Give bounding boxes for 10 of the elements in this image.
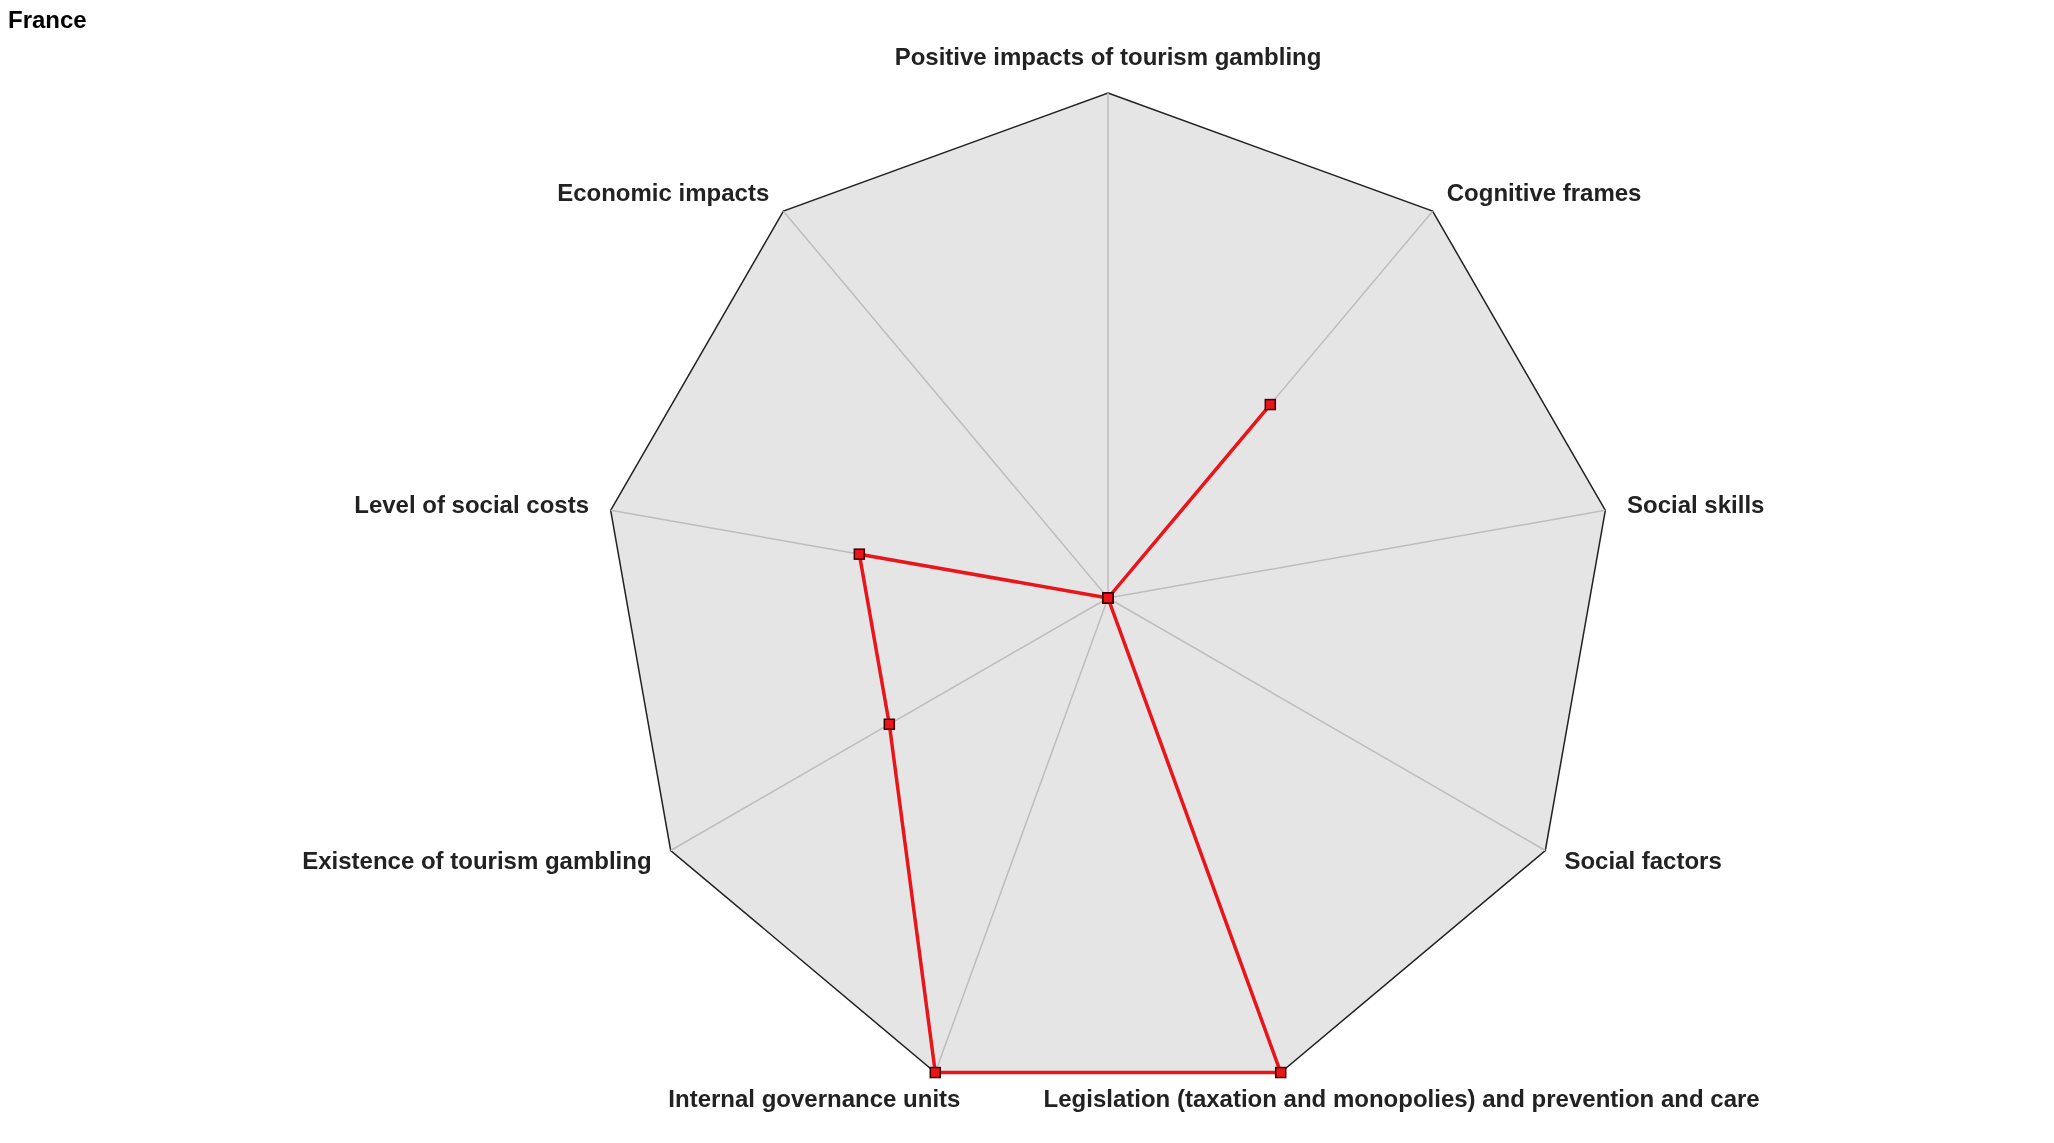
spoke-label: Internal governance units [668, 1084, 961, 1112]
spoke-label: Social skills [1626, 491, 1765, 519]
text: France [8, 6, 87, 33]
spoke-label: Legislation (taxation and monopolies) and prevention and care [1043, 1084, 1760, 1112]
spoke-label: Positive impacts of tourism gambling [894, 43, 1322, 70]
spoke-label: Social factors [1564, 846, 1722, 874]
spoke-label: Cognitive frames [1446, 179, 1642, 207]
spoke-label: Existence of tourism gambling [302, 846, 652, 874]
spoke-label: Economic impacts [557, 179, 770, 207]
spoke-label: Level of social costs [354, 491, 590, 519]
